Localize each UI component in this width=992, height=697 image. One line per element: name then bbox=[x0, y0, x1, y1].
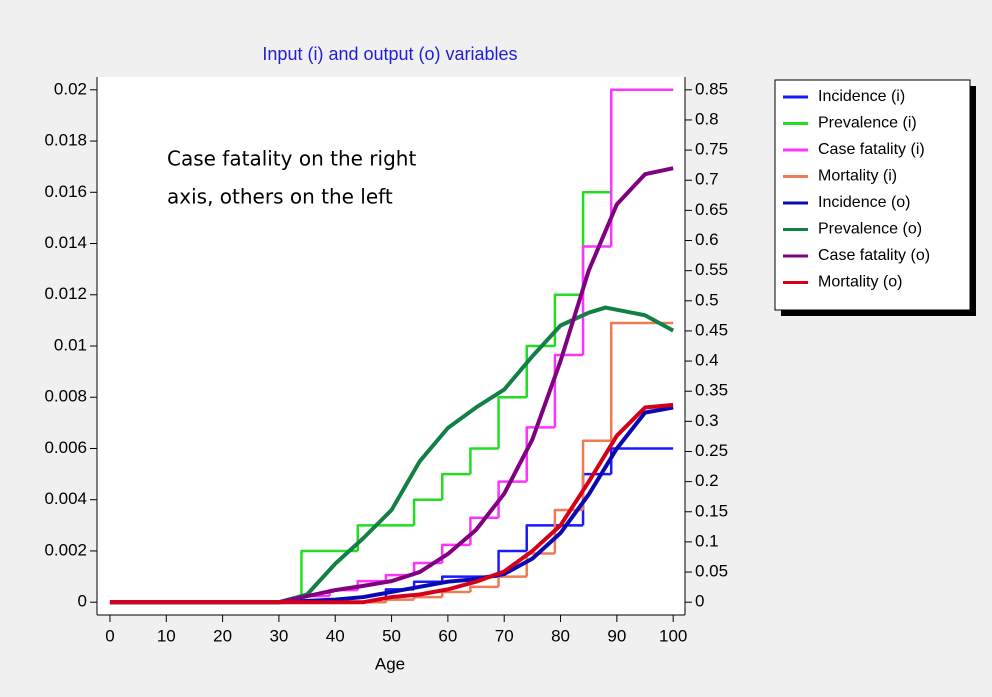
legend-label: Incidence (i) bbox=[818, 88, 905, 105]
y2-tick-label: 0.85 bbox=[695, 79, 728, 98]
step-segment bbox=[412, 498, 443, 526]
chart-title: Input (i) and output (o) variables bbox=[262, 44, 517, 64]
y2-tick-label: 0.1 bbox=[695, 531, 719, 550]
y2-tick-label: 0.05 bbox=[695, 562, 728, 581]
step-segment bbox=[412, 595, 443, 600]
y2-tick-label: 0.15 bbox=[695, 501, 728, 520]
x-tick-label: 90 bbox=[607, 626, 626, 645]
legend-label: Mortality (i) bbox=[818, 168, 897, 185]
step-segment bbox=[497, 480, 527, 518]
y-tick-label: 0.002 bbox=[44, 540, 87, 559]
x-tick-label: 0 bbox=[105, 626, 114, 645]
step-segment bbox=[300, 549, 330, 603]
y2-tick-label: 0.2 bbox=[695, 471, 719, 490]
x-tick-label: 70 bbox=[495, 626, 514, 645]
legend-label: Case fatality (i) bbox=[818, 141, 925, 158]
step-segment bbox=[609, 88, 674, 247]
step-segment bbox=[581, 245, 612, 356]
step-segment bbox=[441, 472, 471, 500]
y2-tick-label: 0.5 bbox=[695, 290, 719, 309]
x-axis-label: Age bbox=[375, 654, 405, 673]
y2-tick-label: 0 bbox=[695, 592, 704, 611]
step-segment bbox=[497, 549, 527, 577]
y2-tick-label: 0.4 bbox=[695, 351, 719, 370]
x-tick-label: 10 bbox=[157, 626, 176, 645]
step-segment bbox=[469, 447, 499, 475]
y2-tick-label: 0.8 bbox=[695, 109, 719, 128]
y2-tick-label: 0.6 bbox=[695, 230, 719, 249]
y-tick-label: 0.016 bbox=[44, 182, 87, 201]
y-tick-label: 0.004 bbox=[44, 489, 87, 508]
step-segment bbox=[441, 575, 471, 582]
step-segment bbox=[525, 426, 555, 482]
y-tick-label: 0.018 bbox=[44, 131, 87, 150]
y-tick-label: 0.008 bbox=[44, 387, 87, 406]
y-tick-label: 0.02 bbox=[54, 79, 87, 98]
legend-label: Prevalence (i) bbox=[818, 115, 917, 132]
x-tick-label: 50 bbox=[382, 626, 401, 645]
x-tick-label: 30 bbox=[269, 626, 288, 645]
y2-tick-label: 0.45 bbox=[695, 320, 728, 339]
step-segment bbox=[553, 353, 584, 428]
legend-label: Mortality (o) bbox=[818, 274, 902, 291]
y-tick-label: 0.014 bbox=[44, 233, 87, 252]
series-line bbox=[109, 402, 674, 605]
y2-tick-label: 0.7 bbox=[695, 170, 719, 189]
step-segment bbox=[497, 395, 527, 449]
series-line bbox=[109, 305, 675, 605]
y2-tick-label: 0.65 bbox=[695, 200, 728, 219]
step-segment bbox=[525, 344, 555, 398]
y2-tick-label: 0.35 bbox=[695, 381, 728, 400]
legend-label: Case fatality (o) bbox=[818, 247, 930, 264]
x-tick-label: 40 bbox=[326, 626, 345, 645]
step-segment bbox=[469, 585, 499, 592]
annotation: Case fatality on the right bbox=[167, 147, 416, 171]
y-tick-label: 0.01 bbox=[54, 335, 87, 354]
y-tick-label: 0 bbox=[78, 592, 87, 611]
y-tick-label: 0.006 bbox=[44, 438, 87, 457]
legend-label: Incidence (o) bbox=[818, 194, 911, 211]
x-tick-label: 100 bbox=[659, 626, 687, 645]
legend-box bbox=[774, 79, 971, 311]
y2-tick-label: 0.75 bbox=[695, 140, 728, 159]
y2-tick-label: 0.3 bbox=[695, 411, 719, 430]
x-tick-label: 20 bbox=[213, 626, 232, 645]
step-segment bbox=[525, 524, 555, 551]
series-line bbox=[109, 166, 674, 605]
y2-tick-label: 0.25 bbox=[695, 441, 728, 460]
x-tick-label: 60 bbox=[438, 626, 457, 645]
legend-label: Prevalence (o) bbox=[818, 221, 922, 238]
step-segment bbox=[609, 321, 674, 441]
y2-tick-label: 0.55 bbox=[695, 260, 728, 279]
series-line bbox=[109, 405, 674, 605]
annotation: axis, others on the left bbox=[167, 185, 393, 209]
y-tick-label: 0.012 bbox=[44, 284, 87, 303]
x-tick-label: 80 bbox=[551, 626, 570, 645]
